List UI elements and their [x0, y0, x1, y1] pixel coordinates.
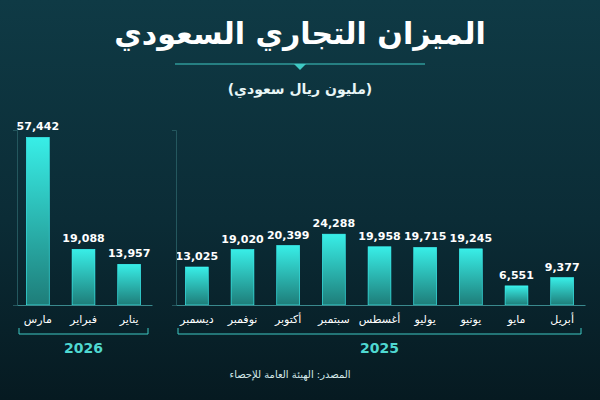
x-tick-label: أبريل	[550, 312, 574, 326]
y-axis-line	[172, 131, 177, 306]
subtitle: (مليون ريال سعودي)	[228, 81, 373, 99]
group-label: 2026	[64, 340, 103, 356]
x-tick: مايو	[507, 305, 526, 326]
x-tick: أكتوبر	[274, 305, 301, 326]
x-tick: سبتمبر	[317, 305, 350, 326]
group-label: 2025	[360, 340, 399, 356]
bars	[26, 137, 140, 305]
bar	[551, 278, 574, 305]
bar	[72, 249, 95, 305]
chart-container: الميزان التجاري السعودي (مليون ريال سعودي…	[0, 0, 600, 400]
chart-svg: الميزان التجاري السعودي (مليون ريال سعودي…	[0, 0, 600, 400]
x-tick: أغسطس	[359, 305, 401, 326]
data-labels: 9,377 6,551 19,245 19,715 19,95824,288 20,399…	[176, 217, 580, 282]
x-tick: يناير	[119, 305, 139, 326]
group-bracket	[19, 328, 148, 334]
data-labels: 13,957 19,088 57,442	[17, 120, 151, 260]
x-tick-label: مارس	[24, 313, 52, 326]
panel: 9,377 6,551 19,245 19,715 19,95824,288 20,399…	[172, 131, 586, 357]
bar	[185, 267, 208, 305]
data-label: 6,551	[499, 269, 534, 282]
data-label: 19,088	[62, 232, 104, 245]
bar	[231, 250, 254, 305]
title-rule-marker	[294, 64, 306, 70]
bar	[26, 137, 49, 305]
y-axis	[13, 131, 18, 306]
bar	[118, 264, 141, 305]
x-tick-label: أكتوبر	[274, 312, 301, 326]
x-tick-label: يونيو	[459, 313, 481, 326]
x-axis: أبريل مايو يونيو يوليو أغسطس سبتمبر أكتوبر نوفم…	[175, 305, 586, 326]
x-tick: يوليو	[414, 305, 436, 326]
data-label: 20,399	[267, 229, 309, 242]
group-bracket	[178, 328, 581, 334]
title: الميزان التجاري السعودي	[114, 16, 486, 51]
bar	[368, 247, 391, 305]
data-label: 57,442	[17, 120, 59, 133]
data-label: 19,958	[358, 230, 400, 243]
x-tick: أبريل	[550, 305, 574, 326]
panel: 13,957 19,088 57,442 يناير فبراير مارس 2026	[13, 120, 153, 356]
x-tick-label: سبتمبر	[317, 313, 350, 326]
x-axis-line	[16, 305, 153, 306]
background	[0, 0, 600, 400]
x-tick-label: نوفمبر	[227, 313, 258, 326]
data-label: 13,025	[176, 250, 218, 263]
x-tick-label: مايو	[507, 313, 526, 326]
data-label: 13,957	[108, 247, 150, 260]
data-label: 19,245	[450, 232, 492, 245]
data-label: 24,288	[313, 217, 355, 230]
x-axis: يناير فبراير مارس	[16, 305, 153, 326]
bar	[459, 249, 482, 305]
x-tick-label: يوليو	[414, 313, 436, 326]
bar	[414, 247, 437, 305]
x-axis-line	[175, 305, 586, 306]
x-tick-label: أغسطس	[359, 312, 401, 326]
data-label: 19,020	[221, 233, 264, 246]
x-tick: نوفمبر	[227, 305, 258, 326]
source: المصدر: الهيئة العامة للإحصاء	[229, 369, 350, 381]
data-label: 19,715	[404, 230, 446, 243]
x-tick: ديسمبر	[179, 305, 214, 326]
data-label: 9,377	[545, 261, 580, 274]
y-axis	[172, 131, 177, 306]
bar	[277, 246, 300, 305]
x-tick: فبراير	[69, 305, 97, 326]
y-axis-line	[13, 131, 18, 306]
x-tick: مارس	[24, 305, 52, 326]
x-tick: يونيو	[459, 305, 481, 326]
x-tick-label: ديسمبر	[179, 313, 214, 326]
bar	[505, 286, 528, 305]
bar	[322, 234, 345, 305]
x-tick-label: يناير	[119, 313, 139, 326]
x-tick-label: فبراير	[69, 313, 97, 326]
